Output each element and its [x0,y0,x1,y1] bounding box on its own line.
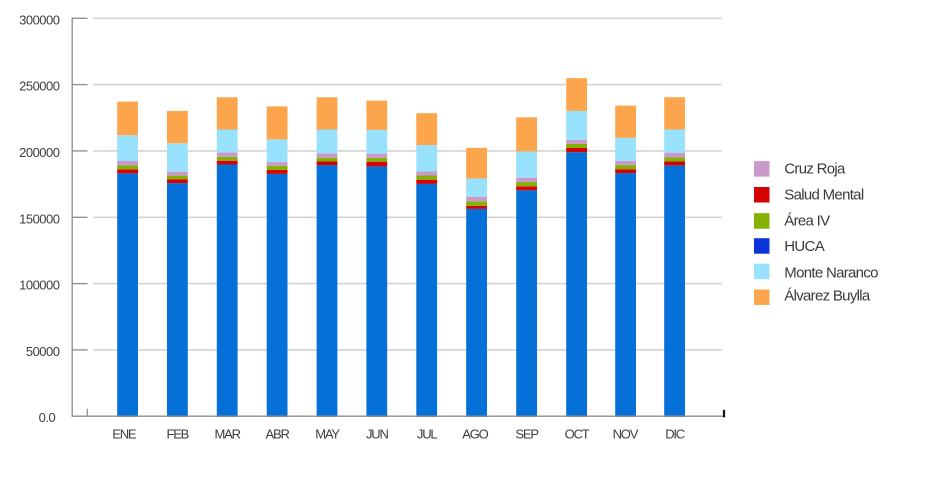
svg-text:Salud Mental: Salud Mental [784,186,864,203]
svg-text:AGO: AGO [462,426,488,441]
svg-text:50000: 50000 [26,344,60,359]
svg-text:NOV: NOV [613,426,639,441]
svg-text:HUCA: HUCA [784,238,824,255]
svg-text:OCT: OCT [565,426,590,441]
svg-text:250000: 250000 [19,79,60,94]
svg-text:JUL: JUL [417,426,437,441]
svg-text:200000: 200000 [19,145,60,160]
svg-text:ENE: ENE [112,426,137,441]
svg-text:100000: 100000 [19,278,60,293]
svg-text:MAR: MAR [215,426,241,441]
svg-text:MAY: MAY [315,426,340,441]
svg-text:Álvarez Buylla: Álvarez Buylla [784,288,871,305]
svg-text:ABR: ABR [266,426,290,441]
svg-text:150000: 150000 [19,211,60,226]
svg-text:300000: 300000 [19,12,60,27]
svg-text:Monte Naranco: Monte Naranco [784,264,878,281]
svg-text:JUN: JUN [366,426,388,441]
svg-text:FEB: FEB [166,426,188,441]
svg-text:Cruz Roja: Cruz Roja [784,161,846,178]
svg-text:DIC: DIC [665,426,685,441]
svg-text:Área IV: Área IV [784,212,830,229]
svg-text:SEP: SEP [515,426,538,441]
svg-text:0.0: 0.0 [39,410,56,425]
